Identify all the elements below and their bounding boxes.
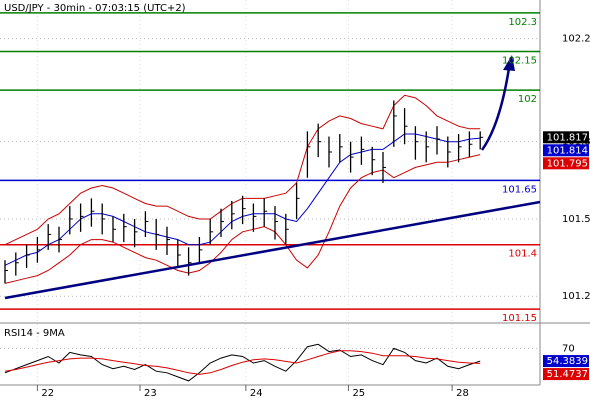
rsi-line <box>4 343 481 382</box>
y-tick-label: 101.2 <box>562 291 590 302</box>
forecast-arrow <box>480 67 511 151</box>
price-tag <box>543 131 589 144</box>
level-label: 101.65 <box>502 184 537 195</box>
level-label: 102.15 <box>502 56 537 67</box>
price-tag-label: 101.795 <box>547 158 588 169</box>
price-tag-label: 101.814 <box>547 145 588 156</box>
indicator-line <box>4 154 481 284</box>
rsi-title: RSI14 - 9MA <box>4 328 65 339</box>
plot <box>0 12 540 382</box>
x-tick-label: 28 <box>456 388 469 399</box>
level-label: 102.3 <box>508 17 537 28</box>
y-tick-label: 102.2 <box>562 34 590 45</box>
level-label: 102 <box>518 94 537 105</box>
y-tick-label: 101.5 <box>562 214 590 225</box>
chart-title: USD/JPY - 30min - 07:03:15 (UTC+2) <box>4 3 186 14</box>
rsi-line <box>4 350 481 375</box>
x-tick-label: 23 <box>144 388 157 399</box>
price-tag <box>543 157 589 170</box>
x-tick-label: 24 <box>250 388 263 399</box>
trend-line <box>4 200 541 300</box>
price-tag-label: 51.4737 <box>547 369 588 380</box>
price-tag <box>543 355 589 368</box>
x-tick-label: 25 <box>352 388 365 399</box>
arrow-head <box>503 55 515 71</box>
price-tag-label: 101.817 <box>547 132 588 143</box>
y-tick-label: 70 <box>562 343 575 354</box>
price-tag-label: 54.3839 <box>547 356 588 367</box>
price-tag <box>543 368 589 381</box>
level-label: 101.15 <box>502 313 537 324</box>
level-label: 101.4 <box>508 249 537 260</box>
x-tick-label: 22 <box>41 388 54 399</box>
price-tag <box>543 144 589 157</box>
